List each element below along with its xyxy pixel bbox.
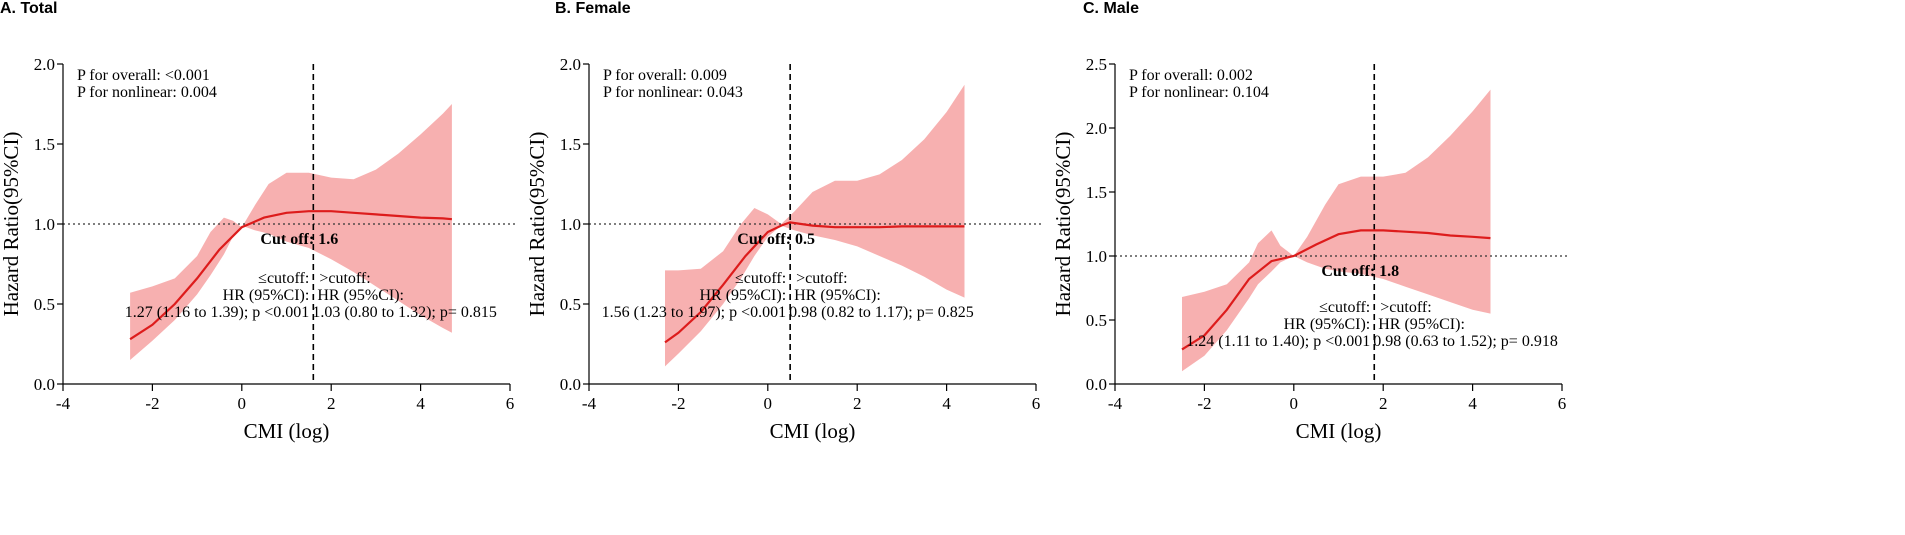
panel-2: B. Female 0.0 0.5 1.0 1.5 2.0 -4 -2 0 2 4 6 CMI (log… (525, 0, 1041, 443)
x-tick-label: 0 (238, 394, 247, 413)
y-tick-label: 2.5 (1086, 55, 1107, 74)
y-tick-label: 2.0 (560, 55, 581, 74)
cutoff-label: Cut off: 1.6 (260, 231, 338, 248)
cutoff-label: Cut off: 1.8 (1321, 263, 1399, 280)
p-nonlinear: P for nonlinear: 0.104 (1129, 84, 1269, 101)
x-tick-label: 4 (416, 394, 425, 413)
p-nonlinear: P for nonlinear: 0.004 (77, 84, 217, 101)
y-tick-label: 1.0 (1086, 247, 1107, 266)
below-cutoff-header: ≤cutoff: (258, 270, 309, 287)
y-axis-title: Hazard Ratio(95%CI) (1051, 132, 1075, 317)
p-overall: P for overall: 0.009 (603, 67, 727, 84)
above-cutoff-header: >cutoff: (1380, 299, 1431, 316)
below-cutoff-value: 1.56 (1.23 to 1.97); p <0.001 (602, 304, 787, 321)
p-overall: P for overall: 0.002 (1129, 67, 1253, 84)
p-nonlinear: P for nonlinear: 0.043 (603, 84, 743, 101)
below-cutoff-header: ≤cutoff: (1319, 299, 1370, 316)
x-tick-label: -4 (582, 394, 597, 413)
above-cutoff-value: 1.03 (0.80 to 1.32); p= 0.815 (312, 304, 497, 321)
x-tick-label: 4 (1468, 394, 1477, 413)
x-tick-label: -2 (671, 394, 685, 413)
y-tick-label: 1.5 (560, 135, 581, 154)
cutoff-label: Cut off: 0.5 (737, 231, 815, 248)
y-tick-label: 2.0 (34, 55, 55, 74)
x-tick-label: 0 (764, 394, 773, 413)
y-tick-label: 0.5 (1086, 311, 1107, 330)
x-tick-label: 2 (1379, 394, 1388, 413)
y-tick-label: 0.5 (560, 295, 581, 314)
x-tick-label: 2 (327, 394, 336, 413)
below-cutoff-hr-label: HR (95%CI): (699, 287, 786, 304)
above-cutoff-header: >cutoff: (796, 270, 847, 287)
above-cutoff-header: >cutoff: (319, 270, 370, 287)
panel-title: A. Total (0, 0, 57, 17)
x-axis-title: CMI (log) (244, 419, 330, 443)
below-cutoff-value: 1.27 (1.16 to 1.39); p <0.001 (125, 304, 310, 321)
y-tick-label: 1.5 (1086, 183, 1107, 202)
panel-title: C. Male (1083, 0, 1139, 17)
y-tick-label: 0.0 (1086, 375, 1107, 394)
above-cutoff-hr-label: HR (95%CI): (1378, 316, 1465, 333)
y-tick-label: 2.0 (1086, 119, 1107, 138)
x-axis-title: CMI (log) (770, 419, 856, 443)
below-cutoff-hr-label: HR (95%CI): (1284, 316, 1371, 333)
below-cutoff-hr-label: HR (95%CI): (223, 287, 310, 304)
x-tick-label: -2 (145, 394, 159, 413)
x-tick-label: 6 (506, 394, 515, 413)
x-tick-label: 6 (1032, 394, 1041, 413)
ci-band (130, 104, 452, 360)
hr-curve (129, 210, 452, 341)
y-tick-label: 1.0 (560, 215, 581, 234)
panel-title: B. Female (555, 0, 631, 17)
hr-curve (1181, 229, 1491, 351)
above-cutoff-value: 0.98 (0.82 to 1.17); p= 0.825 (789, 304, 974, 321)
x-axis-title: CMI (log) (1296, 419, 1382, 443)
above-cutoff-hr-label: HR (95%CI): (794, 287, 881, 304)
above-cutoff-hr-label: HR (95%CI): (317, 287, 404, 304)
x-tick-label: 0 (1290, 394, 1299, 413)
x-tick-label: -2 (1197, 394, 1211, 413)
below-cutoff-value: 1.24 (1.11 to 1.40); p <0.001 (1186, 333, 1370, 350)
x-tick-label: -4 (1108, 394, 1123, 413)
y-tick-label: 0.0 (560, 375, 581, 394)
x-tick-label: 4 (942, 394, 951, 413)
p-overall: P for overall: <0.001 (77, 67, 210, 84)
below-cutoff-header: ≤cutoff: (735, 270, 786, 287)
x-tick-label: -4 (56, 394, 71, 413)
panel-1: A. Total 0.0 0.5 1.0 1.5 2.0 -4 -2 0 2 4 6 CMI (log)… (0, 0, 515, 443)
y-tick-label: 0.0 (34, 375, 55, 394)
y-axis-title: Hazard Ratio(95%CI) (0, 132, 23, 317)
y-tick-label: 0.5 (34, 295, 55, 314)
x-tick-label: 2 (853, 394, 862, 413)
hr-curve (664, 221, 965, 344)
y-tick-label: 1.0 (34, 215, 55, 234)
above-cutoff-value: 0.98 (0.63 to 1.52); p= 0.918 (1373, 333, 1558, 350)
x-tick-label: 6 (1558, 394, 1567, 413)
y-tick-label: 1.5 (34, 135, 55, 154)
y-axis-title: Hazard Ratio(95%CI) (525, 132, 549, 317)
ci-band (1182, 89, 1491, 372)
panel-3: C. Male 0.0 0.5 1.0 1.5 2.0 2.5 -4 -2 0 2 4 6 CMI (lo… (1051, 0, 1567, 443)
